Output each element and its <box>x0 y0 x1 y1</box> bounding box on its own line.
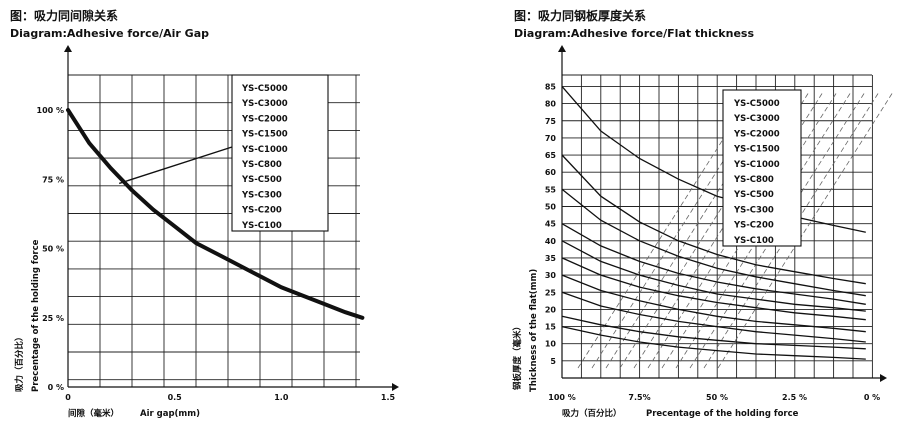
chart1-legend-pointer <box>118 146 233 185</box>
chart1-title: 图：吸力同间隙关系 <box>10 8 118 23</box>
chart1-xlabel-cn: 间隙（毫米） <box>68 408 119 419</box>
chart1-ylabel-cn: 吸力（百分比） <box>14 332 25 392</box>
chart1-y-tick-label: 0 % <box>48 383 64 392</box>
chart2-legend-item: YS-C1000 <box>733 160 780 170</box>
chart2-hatch-line <box>717 91 894 369</box>
chart2-y-arrow <box>558 45 566 52</box>
chart2-y-tick-label: 55 <box>545 185 557 194</box>
chart2-legend-item: YS-C300 <box>733 205 774 215</box>
chart2-ylabel-cn: 钢板厚度（毫米） <box>512 322 523 390</box>
chart2-series-line <box>561 325 866 360</box>
chart2-y-tick-label: 40 <box>545 237 557 246</box>
chart2-y-tick-label: 65 <box>545 151 557 160</box>
chart2-series-line <box>561 274 866 333</box>
chart2-y-tick-label: 50 <box>545 203 557 212</box>
chart2-legend-item: YS-C3000 <box>733 114 780 124</box>
chart1-x-tick-label: 1.5 <box>381 393 396 402</box>
chart2-x-tick-label: 7.5% <box>628 393 650 402</box>
chart1-y-arrow <box>64 45 72 52</box>
chart1-legend-box <box>231 74 329 232</box>
chart2-x-tick-label: 50 % <box>706 393 728 402</box>
chart2-legend-item: YS-C500 <box>733 190 774 200</box>
chart2-x-arrow <box>880 374 887 382</box>
flat-thickness-chart: 图：吸力同钢板厚度关系 Diagram:Adhesive force/Flat t… <box>512 8 894 419</box>
chart2-x-tick-label: 2.5 % <box>782 393 807 402</box>
chart2-legend-item: YS-C800 <box>733 175 774 185</box>
chart1-y-tick-label: 100 % <box>37 106 65 115</box>
chart1-legend-item: YS-C300 <box>241 190 282 200</box>
air-gap-chart: 图：吸力同间隙关系 Diagram:Adhesive force/Air Gap 0… <box>10 8 399 419</box>
chart2-y-tick-label: 70 <box>545 134 557 143</box>
chart2-x-tick-label: 100 % <box>548 393 576 402</box>
chart1-legend-item: YS-C1000 <box>241 145 288 155</box>
chart1-x-arrow <box>392 383 399 391</box>
chart2-y-tick-label: 85 <box>545 82 557 91</box>
chart1-legend-item: YS-C1500 <box>241 130 288 140</box>
chart1-y-tick-label: 75 % <box>42 175 64 184</box>
chart1-x-tick-label: 1.0 <box>274 393 289 402</box>
chart2-title: 图：吸力同钢板厚度关系 <box>514 8 646 23</box>
chart2-subtitle: Diagram:Adhesive force/Flat thickness <box>514 27 754 40</box>
chart1-legend-item: YS-C2000 <box>241 114 288 124</box>
chart2-y-tick-label: 30 <box>545 271 557 280</box>
chart2-series-line <box>561 240 866 312</box>
chart2-y-tick-label: 45 <box>545 220 557 229</box>
chart2-xlabel-en: Precentage of the holding force <box>646 409 799 419</box>
chart2-y-tick-label: 80 <box>545 100 557 109</box>
chart2-legend-box <box>722 89 802 247</box>
chart2-ylabel-en: Thickness of the flat(mm) <box>529 269 539 392</box>
chart1-xlabel-en: Air gap(mm) <box>140 409 200 419</box>
chart2-series-line <box>561 85 866 233</box>
chart2-y-tick-label: 25 <box>545 288 557 297</box>
chart2-series-line <box>561 315 866 350</box>
chart2-y-tick-label: 35 <box>545 254 557 263</box>
chart1-x-tick-label: 0 <box>65 393 71 402</box>
chart2-y-tick-label: 10 <box>545 340 557 349</box>
chart1-legend-item: YS-C3000 <box>241 99 288 109</box>
chart1-legend-item: YS-C200 <box>241 206 282 216</box>
chart2-y-tick-label: 5 <box>550 357 556 366</box>
chart2-series-line <box>561 291 866 343</box>
chart1-x-tick-label: 0.5 <box>168 393 183 402</box>
chart1-ylabel-en: Precentage of the holding force <box>31 239 41 392</box>
chart2-grid <box>561 74 873 379</box>
chart1-legend-item: YS-C100 <box>241 221 282 231</box>
chart1-subtitle: Diagram:Adhesive force/Air Gap <box>10 27 209 40</box>
chart2-series-line <box>561 188 866 297</box>
chart2-legend-item: YS-C1500 <box>733 145 780 155</box>
chart2-legend-item: YS-C5000 <box>733 99 780 109</box>
chart1-legend-item: YS-C500 <box>241 175 282 185</box>
chart1-legend-item: YS-C800 <box>241 160 282 170</box>
chart2-series-line <box>561 257 866 321</box>
chart1-y-tick-label: 25 % <box>42 314 64 323</box>
chart1-y-tick-label: 50 % <box>42 245 64 254</box>
chart2-series-line <box>561 154 866 285</box>
chart1-legend-item: YS-C5000 <box>241 84 288 94</box>
chart2-legend-item: YS-C2000 <box>733 129 780 139</box>
chart2-y-tick-label: 60 <box>545 168 557 177</box>
chart1-series-line <box>66 108 365 320</box>
chart2-legend-item: YS-C200 <box>733 221 774 231</box>
chart2-y-tick-label: 75 <box>545 117 557 126</box>
chart2-series-line <box>561 223 866 305</box>
chart2-y-tick-label: 20 <box>545 305 557 314</box>
chart2-xlabel-cn: 吸力（百分比） <box>562 408 622 419</box>
chart2-legend-item: YS-C100 <box>733 236 774 246</box>
chart2-x-tick-label: 0 % <box>864 393 880 402</box>
chart2-y-tick-label: 15 <box>545 323 557 332</box>
